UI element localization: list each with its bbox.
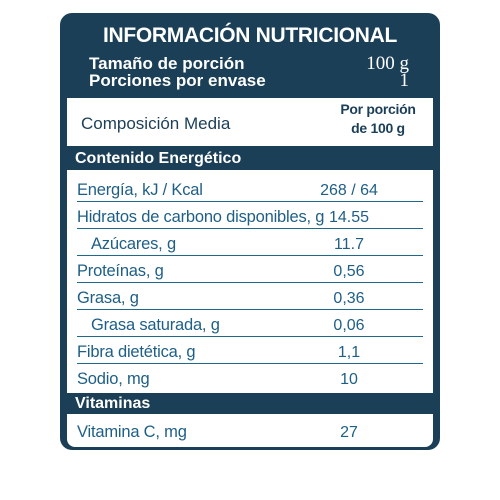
table-row: Proteínas, g 0,56 bbox=[77, 255, 423, 283]
nutrient-name: Energía, kJ / Kcal bbox=[77, 181, 203, 199]
vitamins-section-header: Vitaminas bbox=[75, 395, 151, 412]
nutrient-name: Azúcares, g bbox=[91, 235, 176, 253]
nutrition-facts-panel: INFORMACIÓN NUTRICIONAL Tamaño de porció… bbox=[60, 13, 440, 450]
table-row: Hidratos de carbono disponibles, g 14.55 bbox=[77, 201, 423, 229]
table-row: Vitamina C, mg 27 bbox=[77, 416, 423, 443]
serving-size-label: Tamaño de porción bbox=[89, 54, 245, 73]
composition-label: Composición Media bbox=[81, 114, 231, 133]
energy-section-header: Contenido Energético bbox=[75, 150, 242, 167]
nutrient-value: 14.55 bbox=[328, 209, 370, 226]
nutrients-table: Energía, kJ / Kcal 268 / 64 Hidratos de … bbox=[67, 170, 433, 393]
nutrient-name: Hidratos de carbono disponibles, g bbox=[77, 208, 325, 226]
per-portion-line1: Por porción bbox=[340, 101, 416, 117]
nutrient-value: 1,1 bbox=[337, 344, 361, 361]
vitamins-table: Vitamina C, mg 27 bbox=[67, 414, 433, 447]
nutrient-name: Fibra dietética, g bbox=[77, 343, 196, 361]
table-row: Azúcares, g 11.7 bbox=[77, 228, 423, 256]
per-portion-line2: de 100 g bbox=[351, 120, 405, 136]
table-row: Fibra dietética, g 1,1 bbox=[77, 336, 423, 364]
serving-size-value: 100 g bbox=[366, 53, 409, 74]
servings-per-container-label: Porciones por envase bbox=[89, 71, 266, 90]
nutrient-name: Grasa saturada, g bbox=[91, 316, 220, 334]
servings-per-container-row: Porciones por envase 1 bbox=[89, 70, 410, 91]
vitamin-name: Vitamina C, mg bbox=[77, 423, 187, 441]
table-row: Sodio, mg 10 bbox=[77, 363, 423, 390]
nutrient-value: 0,36 bbox=[333, 290, 365, 307]
table-row: Energía, kJ / Kcal 268 / 64 bbox=[77, 174, 423, 202]
column-header: Composición Media Por porción de 100 g bbox=[67, 98, 433, 146]
vitamin-value: 27 bbox=[340, 424, 358, 441]
nutrient-name: Sodio, mg bbox=[77, 370, 150, 388]
table-row: Grasa saturada, g 0,06 bbox=[77, 309, 423, 337]
nutrient-value: 11.7 bbox=[334, 236, 364, 253]
nutrient-value: 268 / 64 bbox=[320, 182, 378, 199]
nutrition-header: INFORMACIÓN NUTRICIONAL Tamaño de porció… bbox=[63, 16, 437, 108]
nutrient-value: 0,56 bbox=[333, 263, 365, 280]
nutrient-value: 0,06 bbox=[333, 317, 365, 334]
nutrition-title: INFORMACIÓN NUTRICIONAL bbox=[102, 24, 398, 47]
nutrient-value: 10 bbox=[340, 371, 358, 388]
serving-size-row: Tamaño de porción 100 g bbox=[89, 53, 409, 74]
nutrient-name: Grasa, g bbox=[77, 289, 139, 307]
servings-per-container-value: 1 bbox=[399, 70, 410, 91]
table-row: Grasa, g 0,36 bbox=[77, 282, 423, 310]
per-portion-header: Por porción de 100 g bbox=[333, 100, 423, 138]
nutrient-name: Proteínas, g bbox=[77, 262, 164, 280]
